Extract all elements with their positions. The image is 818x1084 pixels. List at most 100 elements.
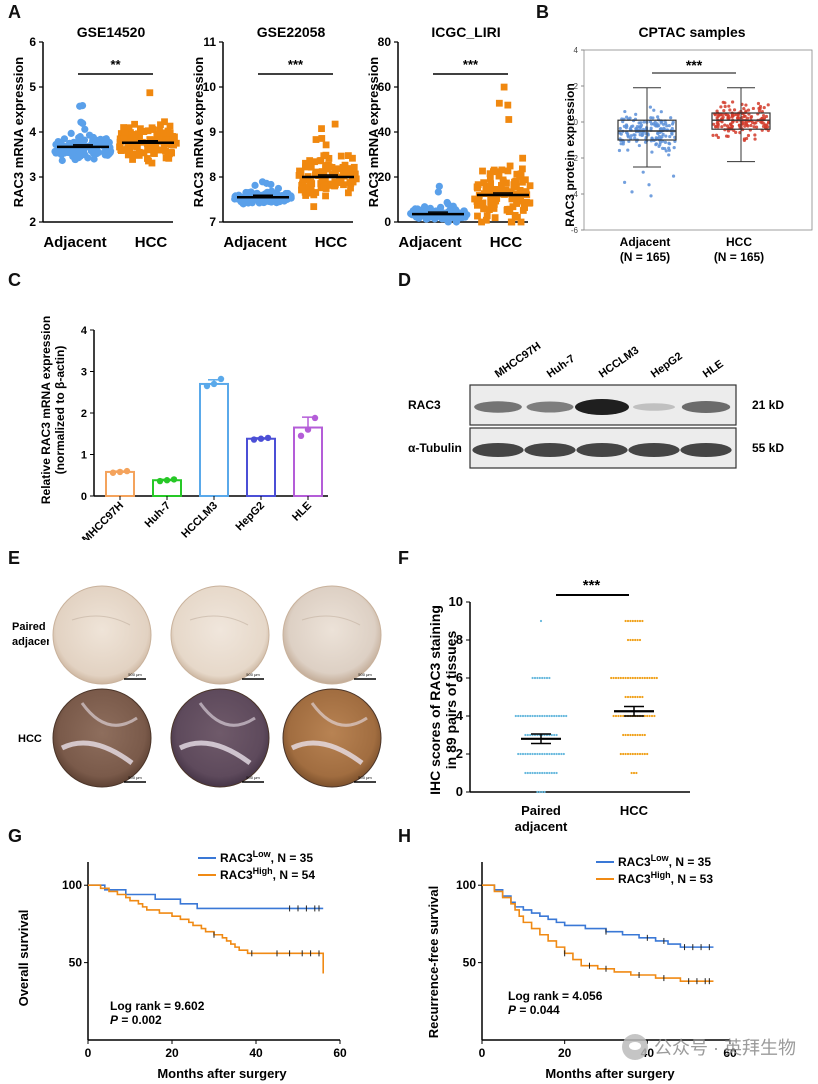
panel-d-band — [524, 443, 576, 457]
panel-c-point — [123, 467, 131, 475]
panel-c-point — [116, 468, 124, 476]
panel-a-point-hcc — [483, 212, 491, 220]
panel-f-point — [636, 752, 639, 756]
panel-a-point-hcc — [312, 168, 320, 176]
panel-d-band — [576, 443, 628, 457]
panel-b-point — [750, 120, 755, 125]
panel-d-band — [681, 401, 731, 413]
panel-f-point — [541, 771, 544, 775]
panel-b-point — [723, 123, 727, 127]
km-curve-low — [482, 884, 714, 948]
panel-b-point — [653, 120, 657, 124]
panel-a-point-hcc — [498, 182, 505, 189]
panel-a-point-hcc — [136, 125, 144, 133]
panel-a-point-hcc — [124, 151, 132, 159]
panel-b-point — [736, 116, 740, 120]
panel-c-bar-HLE — [293, 426, 323, 497]
panel-a-ylabel-2: RAC3 mRNA expression — [191, 57, 206, 208]
panel-f-point — [610, 676, 613, 680]
panel-e-stroma — [310, 702, 368, 727]
panel-e-texture — [189, 615, 249, 626]
panel-f-point — [524, 752, 527, 756]
panel-a-point-hcc — [303, 184, 310, 191]
panel-f-point — [638, 676, 642, 680]
panel-b-point — [626, 148, 630, 152]
panel-a-point-hcc — [519, 178, 526, 186]
panel-a-point-hcc — [348, 175, 356, 183]
panel-f-point — [641, 676, 644, 680]
panel-f-point — [565, 714, 568, 718]
panel-b-ytick-label: -2 — [571, 154, 579, 163]
panel-f-point — [541, 752, 544, 756]
panel-f-point — [531, 771, 534, 775]
panel-a-point-hcc — [505, 116, 513, 123]
panel-f-point — [626, 733, 630, 737]
panel-b-point — [763, 123, 767, 127]
panel-f-point — [550, 752, 553, 756]
panel-b-point — [648, 105, 653, 109]
panel-b-box — [711, 112, 771, 130]
panel-a-point-adjacent — [101, 135, 109, 143]
panel-a-point-hcc — [340, 181, 347, 189]
panel-f-point — [636, 619, 639, 623]
panel-b-point — [643, 140, 648, 144]
panel-b-point — [726, 134, 730, 139]
panel-f-point — [545, 714, 549, 718]
panel-f-point — [541, 714, 544, 718]
panel-f-point — [550, 733, 553, 737]
panel-b-point — [647, 183, 651, 187]
panel-a-point-adjacent — [434, 188, 442, 196]
panel-f-point — [626, 752, 630, 756]
panel-e-stroma — [198, 702, 256, 727]
panel-label-c: C — [8, 270, 21, 290]
panel-f-point — [614, 676, 618, 680]
panel-b-point — [626, 135, 631, 139]
panel-f-point — [526, 771, 529, 775]
panel-f-point — [634, 695, 637, 699]
panel-f-point — [553, 752, 556, 756]
km-curve-high — [88, 884, 324, 974]
panel-b-point — [633, 136, 637, 140]
panel-a-point-hcc — [347, 180, 355, 187]
panel-a-point-hcc — [302, 192, 310, 199]
panel-f-point — [622, 733, 625, 737]
panel-c-xtick-label: HepG2 — [234, 500, 268, 534]
panel-a-point-adjacent — [81, 125, 89, 133]
panel-b-point — [625, 115, 629, 119]
panel-a-point-hcc — [473, 198, 481, 205]
panel-a-point-hcc — [169, 133, 176, 140]
panel-f-point — [612, 714, 615, 718]
panel-b-point — [743, 114, 747, 118]
panel-a-point-hcc — [132, 143, 140, 150]
panel-b-point — [618, 126, 622, 131]
panel-a-ytick-label: 8 — [209, 170, 216, 184]
panel-label-h: H — [398, 826, 411, 846]
panel-a-point-hcc — [128, 138, 136, 145]
panel-b-point — [659, 126, 663, 131]
panel-c-point — [109, 469, 117, 476]
panel-b-point — [624, 123, 629, 127]
panel-b-point — [711, 133, 715, 138]
panel-b-box — [617, 119, 677, 141]
panel-f-point — [631, 695, 634, 699]
panel-a-point-hcc — [352, 175, 360, 183]
panel-a-point-hcc — [152, 141, 160, 149]
panel-f-point — [548, 714, 551, 718]
panel-b-point — [621, 140, 626, 144]
panel-a-point-hcc — [312, 189, 320, 196]
panel-f-point — [548, 752, 551, 756]
panel-a-ylabel-3: RAC3 mRNA expression — [366, 57, 381, 208]
panel-a-title-1: GSE14520 — [77, 24, 146, 40]
panel-a-point-hcc — [299, 175, 307, 183]
panel-a-point-hcc — [123, 146, 130, 154]
panel-a-point-hcc — [486, 184, 494, 192]
panel-f-point — [539, 619, 543, 623]
panel-b-point — [649, 116, 653, 120]
watermark: 公众号 · 英拜生物 — [622, 1034, 796, 1060]
panel-b-point — [617, 148, 622, 153]
panel-a-point-adjacent — [65, 148, 73, 157]
panel-f-point — [553, 714, 556, 718]
panel-c-point — [203, 382, 211, 390]
panel-b-point — [626, 132, 630, 136]
panel-f-point — [541, 676, 544, 680]
